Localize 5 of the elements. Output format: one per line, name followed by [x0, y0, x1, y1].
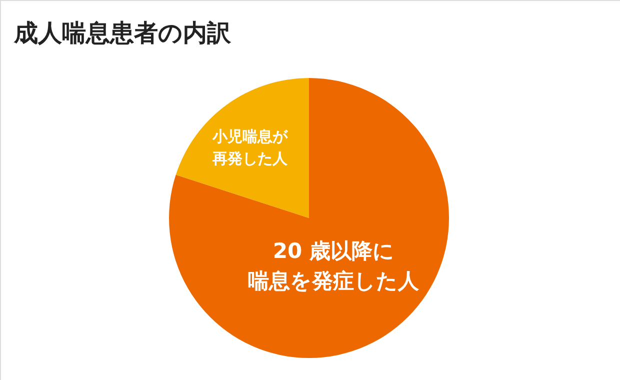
chart-title: 成人喘息患者の内訳 [13, 19, 232, 47]
slice-label: 小児喘息が再発した人 [211, 127, 288, 168]
pie-slice [176, 78, 309, 218]
slice-label: 20 歳以降に喘息を発症した人 [248, 238, 420, 293]
pie-slice [169, 78, 449, 358]
